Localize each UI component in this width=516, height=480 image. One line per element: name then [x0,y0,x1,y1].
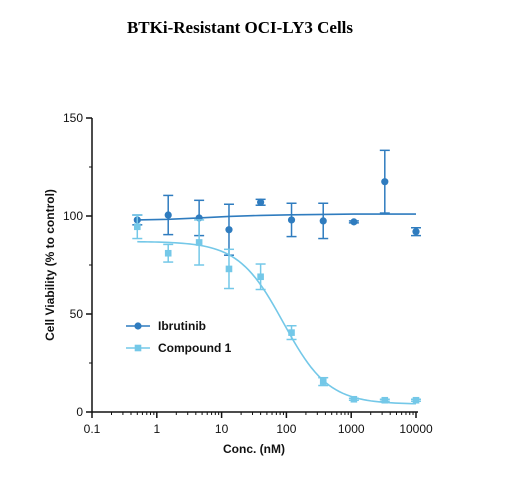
data-point [257,273,264,281]
x-tick-label: 1000 [338,422,365,436]
data-point [412,228,420,236]
x-tick-label: 0.1 [84,422,101,436]
legend-item: Ibrutinib [126,319,206,333]
legend-label: Ibrutinib [158,319,206,333]
x-tick-label: 10000 [399,422,433,436]
legend-marker [134,322,142,330]
y-tick-label: 50 [70,307,84,321]
data-point [319,378,327,385]
x-tick-label: 10 [215,422,229,436]
plot-area [132,149,421,405]
data-point [288,329,295,336]
data-point [164,249,172,257]
data-point [287,216,296,224]
data-point [195,239,203,246]
series-compound-1 [132,214,421,405]
data-point [257,198,265,206]
legend-label: Compound 1 [158,341,232,355]
legend-marker [134,344,142,352]
x-tick-label: 1 [153,422,160,436]
y-ticks: 0 50 100 150 [63,111,92,419]
data-point [412,396,420,404]
data-point [319,217,327,225]
data-point [381,178,389,186]
data-point [225,226,233,234]
data-point [350,395,358,403]
fit-curve [137,213,416,221]
y-tick-label: 150 [63,111,83,125]
legend: Ibrutinib Compound 1 [126,319,232,355]
y-tick-label: 0 [76,405,83,419]
x-ticks: 0.1 1 10 100 1000 10000 [84,412,433,436]
y-axis-label: Cell Viability (% to control) [43,189,57,341]
y-tick-label: 100 [63,209,83,223]
data-point [164,211,172,219]
x-tick-label: 100 [276,422,296,436]
x-axis-label: Conc. (nM) [223,442,285,456]
data-point [225,265,233,273]
data-point [381,396,389,404]
series-ibrutinib [132,149,421,256]
fit-curve [137,240,417,405]
data-point [133,223,141,231]
data-point [350,218,358,226]
chart-title: BTKi-Resistant OCI-LY3 Cells [126,18,354,37]
legend-item: Compound 1 [126,341,232,355]
